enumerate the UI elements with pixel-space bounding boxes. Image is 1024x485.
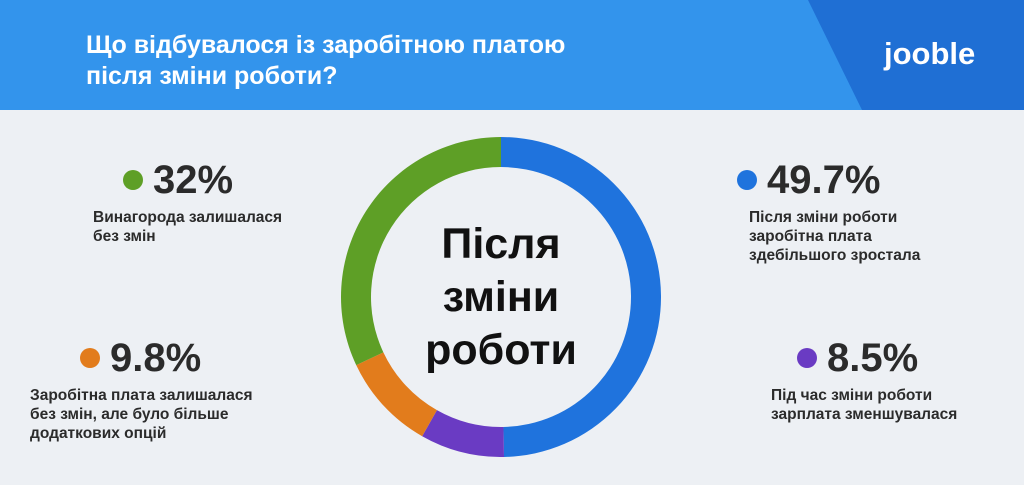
- title-line-2: після зміни роботи?: [86, 62, 338, 90]
- blue-dot-icon: [737, 170, 757, 190]
- stat-decreased-value-row: 8.5%: [797, 336, 957, 380]
- purple-dot-icon: [797, 348, 817, 368]
- donut-slice: [341, 137, 501, 366]
- stat-increased-desc-line: здебільшого зростала: [749, 247, 921, 264]
- stat-more-options-value: 9.8%: [110, 336, 202, 380]
- center-label-line: зміни: [442, 272, 560, 321]
- header-accent-shape: [808, 0, 1024, 110]
- stat-more-options: 9.8% Заробітна плата залишалася без змін…: [30, 336, 253, 443]
- donut-slice: [501, 137, 661, 457]
- page-title: Що відбувалося із заробітною платою післ…: [86, 30, 565, 92]
- orange-dot-icon: [80, 348, 100, 368]
- donut-center-label: Після зміни роботи: [341, 137, 661, 457]
- stat-increased-value-row: 49.7%: [737, 158, 920, 202]
- center-label-line: Після: [441, 219, 561, 268]
- stat-unchanged-value: 32%: [153, 158, 234, 202]
- stat-unchanged-desc-line: без змін: [93, 228, 156, 245]
- center-label-line: роботи: [425, 325, 577, 374]
- stat-increased: 49.7% Після зміни роботи заробітна плата…: [737, 158, 920, 265]
- stat-unchanged-desc-line: Винагорода залишалася: [93, 209, 283, 226]
- stat-increased-desc-line: заробітна плата: [749, 228, 872, 245]
- stat-unchanged: 32% Винагорода залишалася без змін: [93, 158, 282, 246]
- donut-slice: [422, 410, 505, 457]
- stat-unchanged-desc: Винагорода залишалася без змін: [93, 208, 282, 246]
- stat-increased-desc-line: Після зміни роботи: [749, 209, 898, 226]
- stat-decreased-desc-line: зарплата зменшувалася: [771, 406, 958, 423]
- stat-more-options-desc-line: Заробітна плата залишалася: [30, 387, 253, 404]
- stat-more-options-desc: Заробітна плата залишалася без змін, але…: [30, 386, 253, 443]
- stat-more-options-desc-line: без змін, але було більше: [30, 406, 229, 423]
- jooble-logo: jooble: [884, 36, 976, 71]
- donut-slice: [356, 352, 437, 437]
- stat-unchanged-value-row: 32%: [123, 158, 282, 202]
- header-dark-wedge: [808, 0, 1024, 110]
- stat-more-options-desc-line: додаткових опцій: [30, 425, 167, 442]
- stat-more-options-value-row: 9.8%: [80, 336, 253, 380]
- stat-decreased-value: 8.5%: [827, 336, 919, 380]
- donut-chart: [341, 137, 661, 457]
- stat-increased-value: 49.7%: [767, 158, 881, 202]
- title-line-1: Що відбувалося із заробітною платою: [86, 31, 566, 59]
- stat-decreased: 8.5% Під час зміни роботи зарплата зменш…: [771, 336, 957, 424]
- header-bar: Що відбувалося із заробітною платою післ…: [0, 0, 1024, 110]
- stat-increased-desc: Після зміни роботи заробітна плата здебі…: [749, 208, 920, 265]
- green-dot-icon: [123, 170, 143, 190]
- stat-decreased-desc: Під час зміни роботи зарплата зменшувала…: [771, 386, 957, 424]
- stat-decreased-desc-line: Під час зміни роботи: [771, 387, 933, 404]
